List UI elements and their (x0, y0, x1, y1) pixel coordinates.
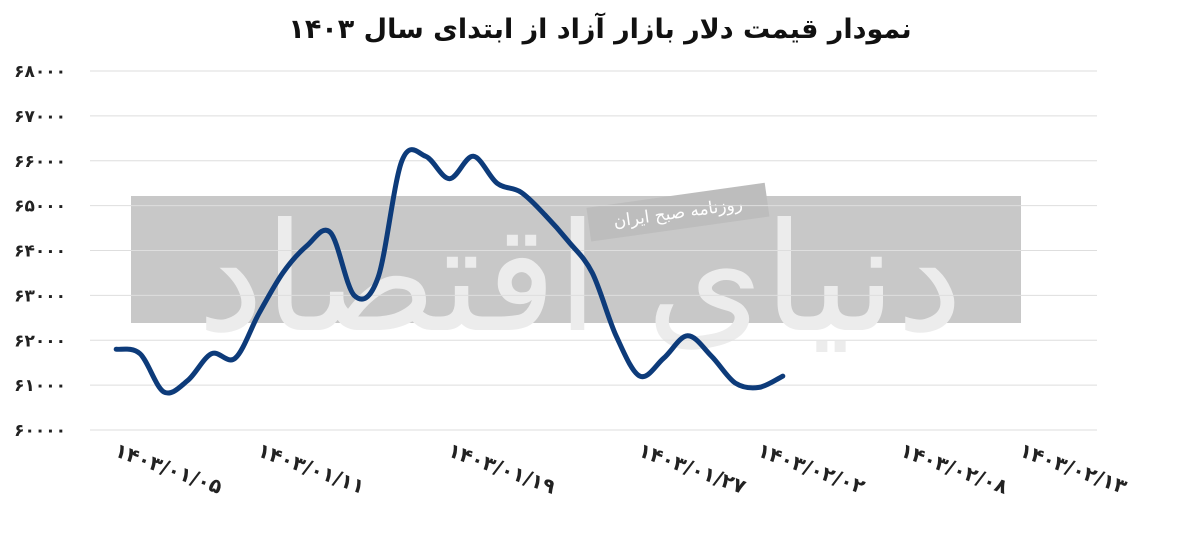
watermark-logo-text: دنیای اقتصاد (197, 192, 963, 366)
y-tick-label: ۶۲۰۰۰ (14, 331, 66, 351)
y-tick-label: ۶۱۰۰۰ (14, 376, 66, 396)
y-tick-label: ۶۸۰۰۰ (14, 62, 66, 82)
y-tick-label: ۶۵۰۰۰ (14, 197, 66, 217)
gridlines (90, 70, 1097, 431)
x-tick-label: ۱۴۰۳/۰۲/۰۲ (754, 438, 868, 499)
y-tick-label: ۶۶۰۰۰ (14, 152, 66, 172)
x-tick-label: ۱۴۰۳/۰۱/۱۹ (445, 438, 559, 499)
x-tick-label: ۱۴۰۳/۰۱/۱۱ (255, 438, 369, 499)
y-tick-label: ۶۰۰۰۰ (14, 421, 66, 441)
y-tick-label: ۶۴۰۰۰ (14, 242, 66, 262)
x-tick-label: ۱۴۰۳/۰۱/۲۷ (635, 438, 749, 499)
x-tick-label: ۱۴۰۳/۰۲/۰۸ (897, 438, 1011, 499)
x-tick-label: ۱۴۰۳/۰۱/۰۵ (112, 438, 226, 499)
watermark-subtitle-badge (586, 182, 770, 242)
y-tick-label: ۶۷۰۰۰ (14, 107, 66, 127)
y-tick-label: ۶۳۰۰۰ (14, 286, 66, 306)
watermark: دنیای اقتصاد روزنامه صبح ایران (131, 182, 1021, 366)
x-axis-ticks: ۱۴۰۳/۰۱/۰۵ ۱۴۰۳/۰۱/۱۱ ۱۴۰۳/۰۱/۱۹ ۱۴۰۳/۰۱/۲۷… (112, 438, 1130, 499)
y-axis-ticks: ۶۰۰۰۰ ۶۱۰۰۰ ۶۲۰۰۰ ۶۳۰۰۰ ۶۴۰۰۰ ۶۵۰۰۰ ۶۶۰۰۰ ۶۷۰۰۰… (14, 62, 66, 441)
chart-title: نمودار قیمت دلار بازار آزاد از ابتدای سا… (288, 14, 912, 45)
series-line-dollar-price (113, 147, 786, 396)
watermark-band (131, 196, 1021, 323)
x-tick-label: ۱۴۰۳/۰۲/۱۳ (1016, 438, 1130, 499)
